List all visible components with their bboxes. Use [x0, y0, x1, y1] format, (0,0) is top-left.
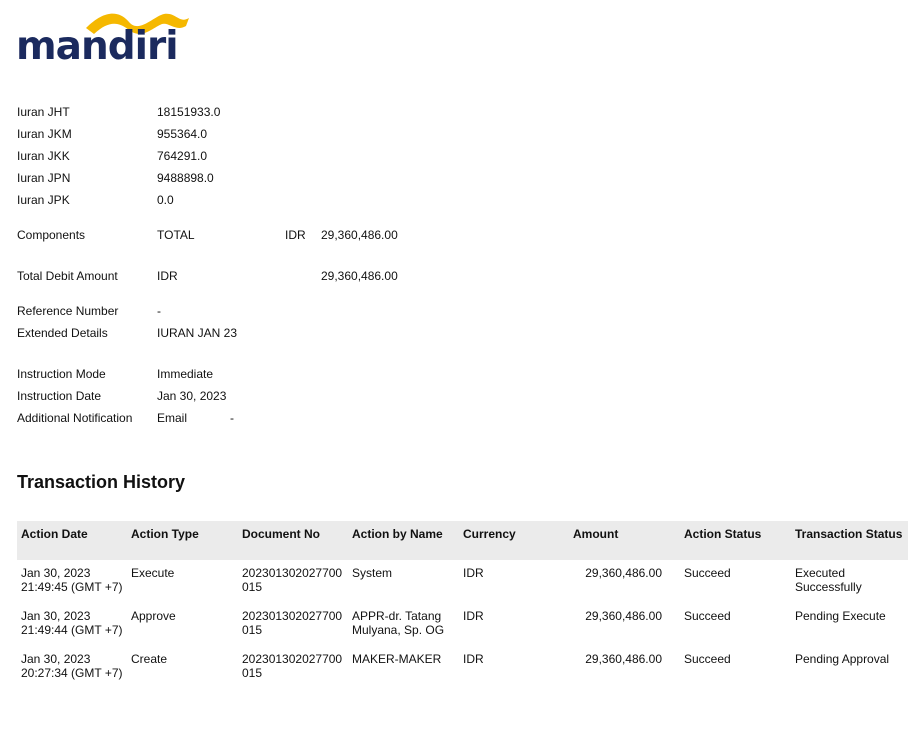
reference-label: Reference Number — [17, 304, 119, 318]
table-cell: MAKER-MAKER — [352, 652, 442, 666]
field-value: 764291.0 — [157, 149, 208, 163]
column-header: Action Date — [17, 521, 127, 560]
transaction-history-table: Action Date Action Type Document No Action … — [17, 521, 908, 689]
table-cell: Jan 30, 2023 21:49:45 (GMT +7) — [21, 566, 123, 594]
table-cell: Pending Approval — [795, 652, 890, 666]
mandiri-logo: mandiri — [14, 8, 194, 69]
table-cell: Succeed — [684, 566, 731, 580]
table-cell: IDR — [463, 609, 484, 623]
instruction-mode-value: Immediate — [157, 367, 214, 381]
column-header: Transaction Status — [791, 521, 908, 560]
total-debit-currency: IDR — [157, 269, 178, 283]
table-header: Action Date Action Type Document No Action … — [17, 521, 908, 560]
column-header: Action Status — [680, 521, 791, 560]
column-header: Action Type — [127, 521, 238, 560]
notification-value: Email — [157, 411, 188, 425]
field-label: Iuran JPK — [17, 193, 70, 207]
instruction-date-label: Instruction Date — [17, 389, 102, 403]
table-cell: 29,360,486.00 — [585, 652, 662, 666]
column-header: Action by Name — [348, 521, 459, 560]
table-cell: Executed Successfully — [795, 566, 862, 594]
field-value: 9488898.0 — [157, 171, 214, 185]
table-cell: Jan 30, 2023 20:27:34 (GMT +7) — [21, 652, 123, 680]
logo-wave-icon — [86, 13, 189, 34]
notification-extra: - — [230, 411, 234, 425]
table-cell: APPR-dr. Tatang Mulyana, Sp. OG — [352, 609, 445, 637]
table-cell: Execute — [131, 566, 175, 580]
field-value: 0.0 — [157, 193, 174, 207]
field-label: Iuran JKK — [17, 149, 70, 163]
table-cell: Succeed — [684, 652, 731, 666]
field-label: Iuran JHT — [17, 105, 70, 119]
transaction-history-title: Transaction History — [17, 472, 186, 492]
table-cell: Succeed — [684, 609, 731, 623]
field-label: Iuran JKM — [17, 127, 72, 141]
table-cell: Create — [131, 652, 168, 666]
instruction-mode-label: Instruction Mode — [17, 367, 106, 381]
components-label: Components — [17, 228, 86, 242]
components-currency: IDR — [285, 228, 306, 242]
table-cell: 29,360,486.00 — [585, 609, 662, 623]
table-row: Jan 30, 2023 20:27:34 (GMT +7) Create 2023… — [17, 646, 908, 689]
total-debit-amount: 29,360,486.00 — [321, 269, 398, 283]
field-value: 18151933.0 — [157, 105, 221, 119]
table-cell: System — [352, 566, 393, 580]
table-cell: 202301302027700015 — [242, 652, 343, 680]
extended-label: Extended Details — [17, 326, 108, 340]
table-cell: 29,360,486.00 — [585, 566, 662, 580]
field-label: Iuran JPN — [17, 171, 71, 185]
table-cell: Jan 30, 2023 21:49:44 (GMT +7) — [21, 609, 123, 637]
reference-value: - — [157, 304, 161, 318]
table-cell: IDR — [463, 566, 484, 580]
components-value: TOTAL — [157, 228, 195, 242]
extended-value: IURAN JAN 23 — [157, 326, 238, 340]
table-row: Jan 30, 2023 21:49:45 (GMT +7) Execute 202… — [17, 560, 908, 603]
column-header: Currency — [459, 521, 569, 560]
table-cell: 202301302027700015 — [242, 609, 343, 637]
table-cell: Pending Execute — [795, 609, 886, 623]
notification-label: Additional Notification — [17, 411, 133, 425]
instruction-date-value: Jan 30, 2023 — [157, 389, 227, 403]
column-header: Document No — [238, 521, 348, 560]
table-cell: Approve — [131, 609, 176, 623]
table-cell: 202301302027700015 — [242, 566, 343, 594]
field-value: 955364.0 — [157, 127, 208, 141]
table-row: Jan 30, 2023 21:49:44 (GMT +7) Approve 202… — [17, 603, 908, 646]
column-header: Amount — [569, 521, 680, 560]
total-debit-label: Total Debit Amount — [17, 269, 118, 283]
components-amount: 29,360,486.00 — [321, 228, 398, 242]
table-cell: IDR — [463, 652, 484, 666]
